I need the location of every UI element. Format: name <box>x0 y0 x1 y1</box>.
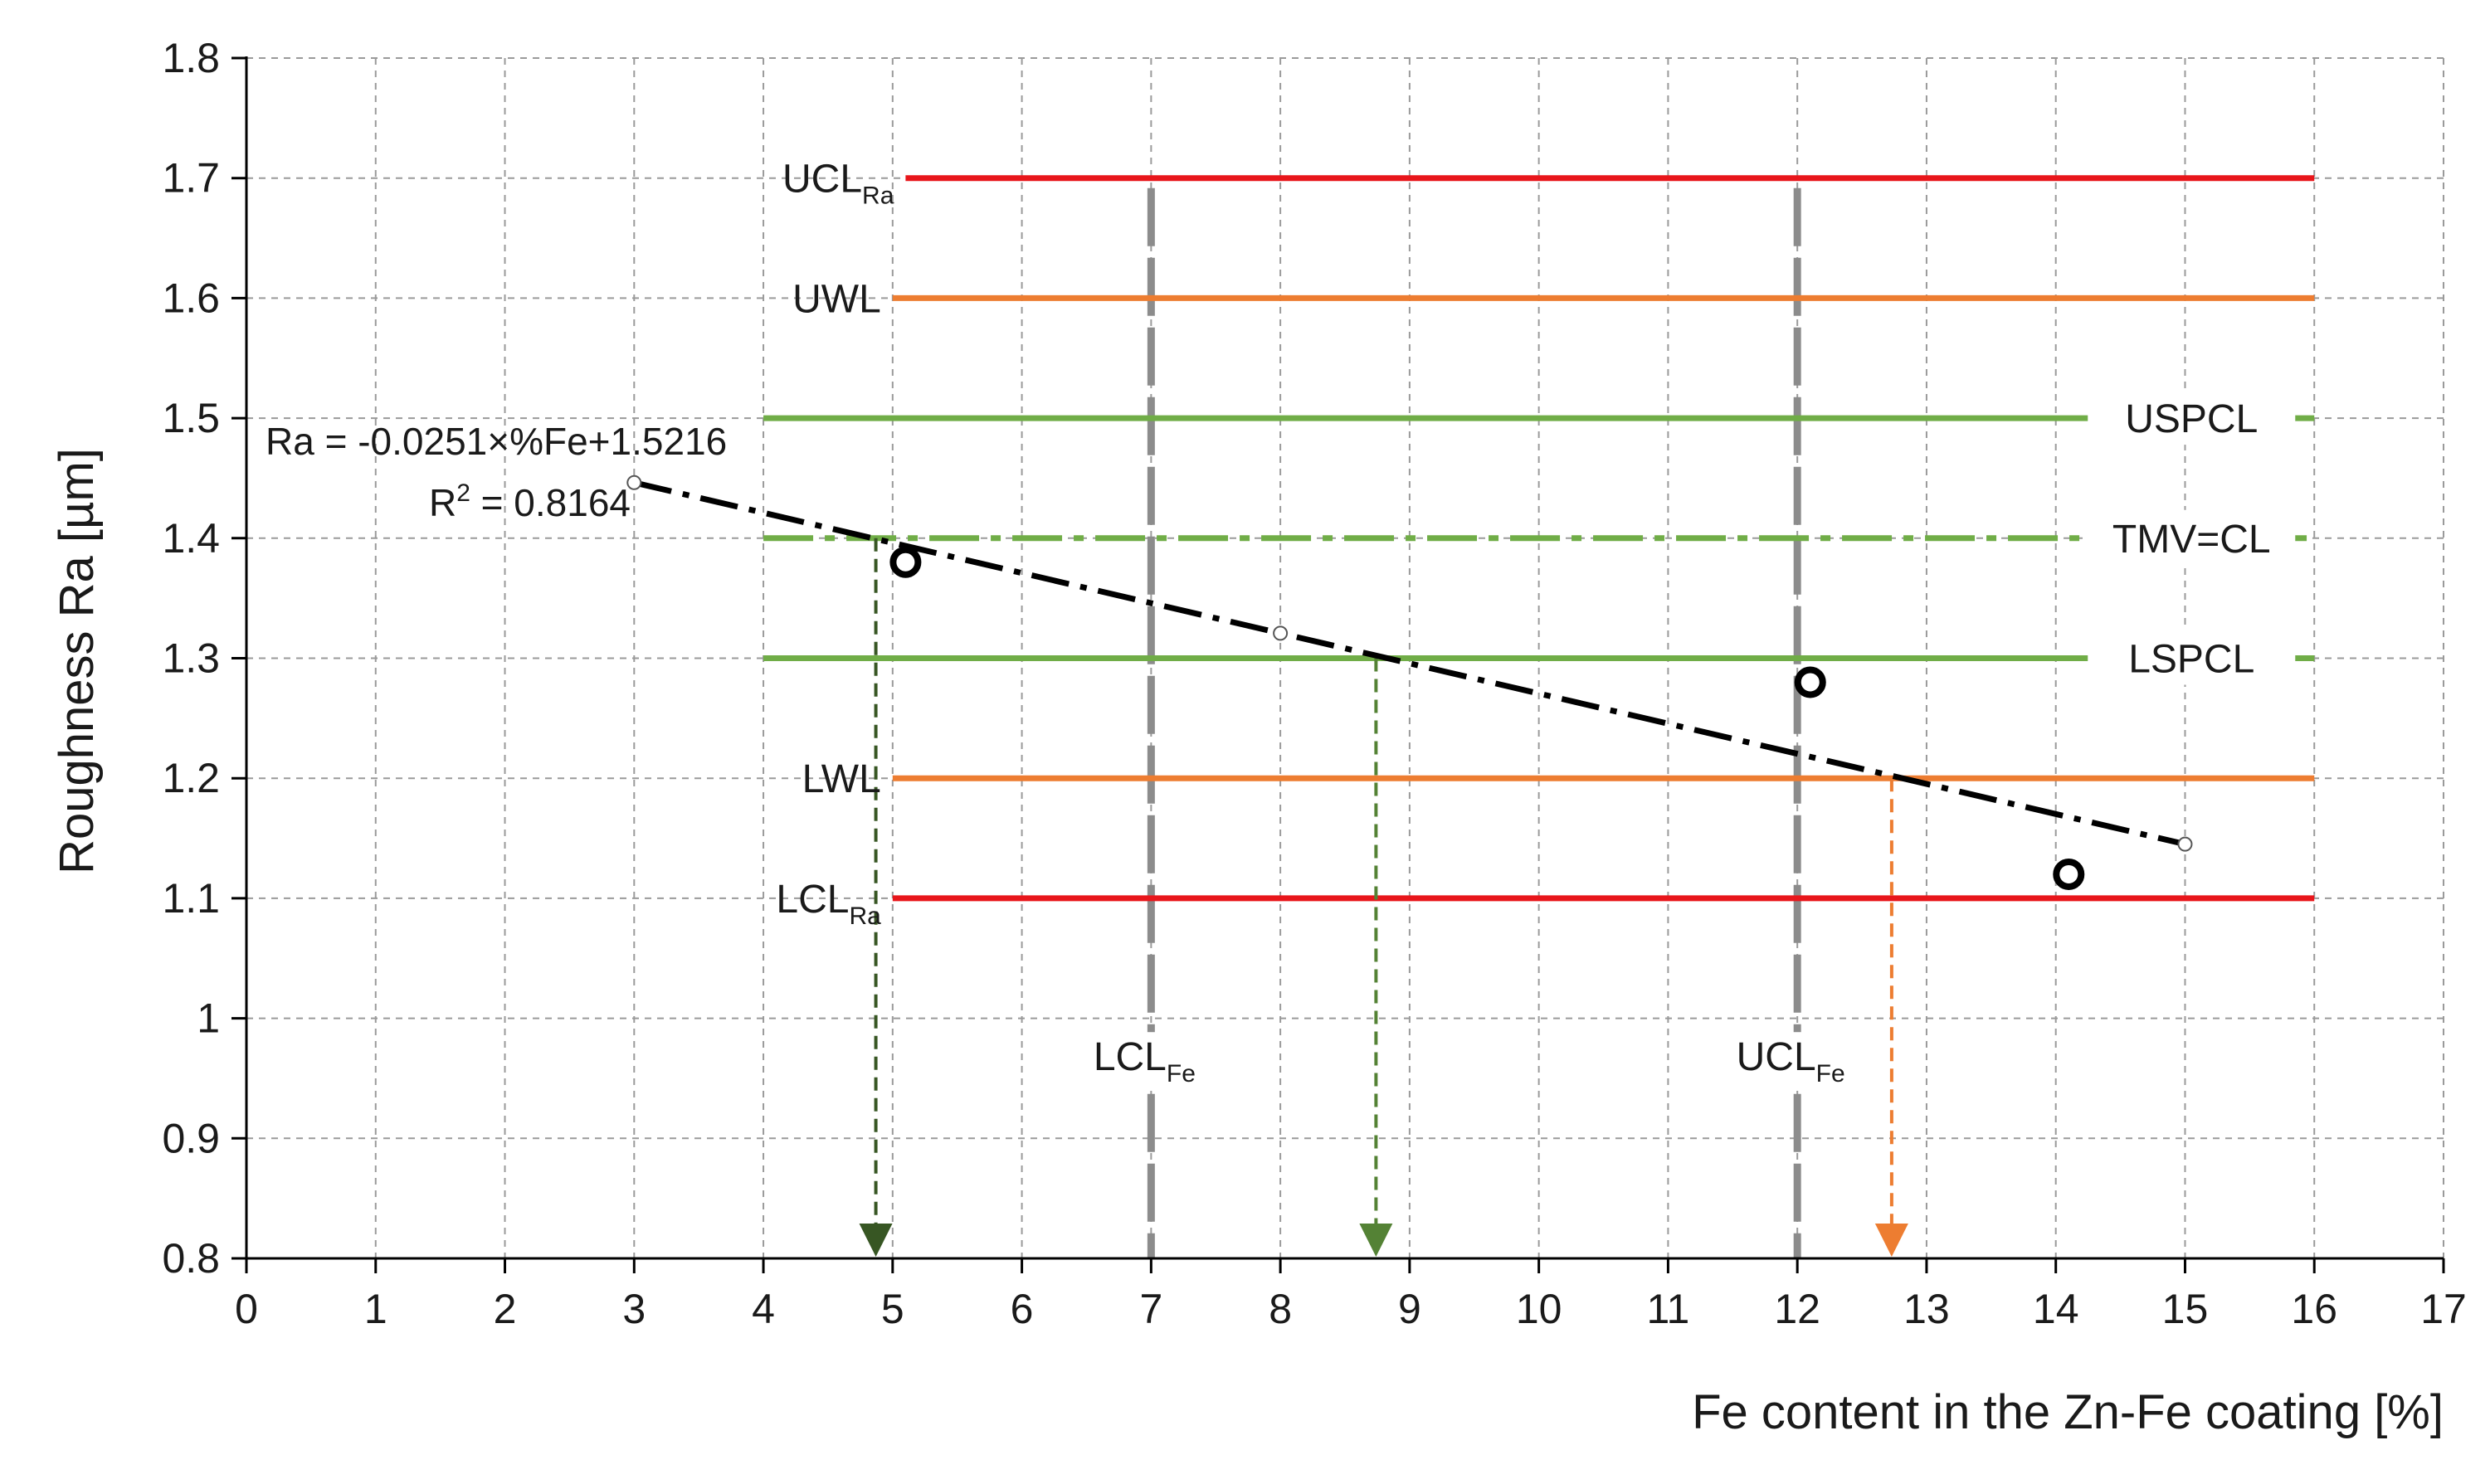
y-tick-label: 1.8 <box>162 35 220 81</box>
uwl-label-main: UWL <box>792 277 881 321</box>
x-tick-label: 1 <box>364 1286 387 1332</box>
x-tick-label: 17 <box>2420 1286 2467 1332</box>
x-tick-label: 16 <box>2291 1286 2337 1332</box>
ucl-ra-label: UCLRa <box>782 158 894 210</box>
y-tick-label: 1.5 <box>162 395 220 441</box>
y-axis-title: Roughness Ra [µm] <box>50 448 104 874</box>
x-tick-label: 9 <box>1398 1286 1421 1332</box>
y-tick-label: 1.7 <box>162 155 220 202</box>
x-tick-label: 15 <box>2162 1286 2209 1332</box>
ucl-ra-label-subscript: Ra <box>862 182 894 210</box>
uspcl-label-main: USPCL <box>2125 397 2258 441</box>
trendline-marker <box>2177 836 2193 852</box>
x-tick-label: 2 <box>494 1286 517 1332</box>
data-points <box>889 546 2085 890</box>
ucl-ra-label-text: UCLRa <box>782 158 894 210</box>
lcl-fe-label: LCLFe <box>1094 1035 1196 1087</box>
lwl-label-text: LWL <box>802 757 881 801</box>
y-tick-label: 1.2 <box>162 755 220 801</box>
trendline-line <box>633 479 2186 848</box>
uwl-label: UWL <box>792 277 881 321</box>
x-tick-label: 6 <box>1011 1286 1034 1332</box>
tmv-cl-label-text: TMV=CL <box>2112 518 2271 562</box>
arrow-dark-green-head <box>859 1224 893 1257</box>
lspcl-label-text: LSPCL <box>2128 638 2254 682</box>
x-tick-label: 12 <box>1774 1286 1820 1332</box>
x-tick-label: 14 <box>2033 1286 2079 1332</box>
lcl-fe-label-main: LCL <box>1094 1035 1167 1079</box>
y-tick-label: 1.6 <box>162 275 220 321</box>
lcl-ra-label-text: LCLRa <box>776 878 881 930</box>
trendline-equation: Ra = -0.0251×%Fe+1.5216 <box>266 420 727 463</box>
trendline-r2: R2 = 0.8164 <box>429 479 631 524</box>
trendline <box>626 474 2193 852</box>
lcl-ra-label: LCLRa <box>776 878 881 930</box>
arrow-green-head <box>1359 1224 1393 1257</box>
trendline-marker <box>626 474 642 490</box>
horizontal-limit-lines <box>763 175 2315 902</box>
x-axis-title: Fe content in the Zn-Fe coating [%] <box>1692 1385 2444 1439</box>
lcl-fe-label-subscript: Fe <box>1167 1060 1196 1087</box>
lcl-ra-label-main: LCL <box>776 878 849 922</box>
tmv-cl-label-main: TMV=CL <box>2112 518 2271 562</box>
projection-arrows <box>859 538 1908 1257</box>
uspcl-label-bg <box>2088 390 2296 445</box>
x-tick-label: 11 <box>1646 1286 1689 1332</box>
x-tick-label: 4 <box>752 1286 775 1332</box>
r2-label: R <box>429 481 456 524</box>
x-tick-label: 3 <box>622 1286 646 1332</box>
y-tick-label: 1.1 <box>162 875 220 922</box>
y-tick-label: 1.3 <box>162 635 220 682</box>
lspcl-label-bg <box>2088 630 2296 685</box>
lspcl-label: LSPCL <box>2128 638 2254 682</box>
ucl-fe-label-text: UCLFe <box>1737 1035 1845 1087</box>
lwl-label: LWL <box>802 757 881 801</box>
y-tick-label: 1 <box>197 995 220 1042</box>
ucl-fe-label-main: UCL <box>1737 1035 1816 1079</box>
ucl-ra-label-main: UCL <box>782 158 862 202</box>
x-tick-label: 10 <box>1516 1286 1562 1332</box>
y-tick-label: 0.9 <box>162 1115 220 1161</box>
x-tick-label: 7 <box>1139 1286 1162 1332</box>
x-tick-label: 8 <box>1269 1286 1292 1332</box>
data-point <box>1794 666 1826 698</box>
lcl-fe-label-text: LCLFe <box>1094 1035 1196 1087</box>
lwl-label-main: LWL <box>802 757 881 801</box>
lspcl-label-main: LSPCL <box>2128 638 2254 682</box>
y-tick-label: 0.8 <box>162 1235 220 1282</box>
x-tick-label: 0 <box>235 1286 258 1332</box>
uwl-label-text: UWL <box>792 277 881 321</box>
lcl-fe-label-bg <box>1093 1032 1210 1091</box>
arrow-orange-head <box>1874 1224 1908 1257</box>
ucl-fe-label-subscript: Fe <box>1816 1060 1845 1087</box>
uspcl-label: USPCL <box>2125 397 2258 441</box>
y-tick-label: 1.4 <box>162 515 220 562</box>
trendline-marker <box>1273 625 1289 641</box>
ucl-fe-label: UCLFe <box>1737 1035 1845 1087</box>
data-point <box>889 546 922 578</box>
data-point <box>2053 858 2085 890</box>
uspcl-label-text: USPCL <box>2125 397 2258 441</box>
r2-value: = 0.8164 <box>470 481 631 524</box>
lcl-ra-label-subscript: Ra <box>849 903 881 930</box>
r2-superscript: 2 <box>456 479 470 507</box>
x-tick-label: 5 <box>881 1286 904 1332</box>
tmv-cl-label: TMV=CL <box>2112 518 2271 562</box>
tmv-cl-label-bg <box>2088 509 2296 565</box>
ucl-fe-label-bg <box>1739 1032 1856 1091</box>
x-tick-label: 13 <box>1903 1286 1950 1332</box>
axes: 0 1 2 3 4 5 6 7 8 9 10 11 12 13 14 15 16 170.80.911.11.21… <box>162 35 2466 1332</box>
